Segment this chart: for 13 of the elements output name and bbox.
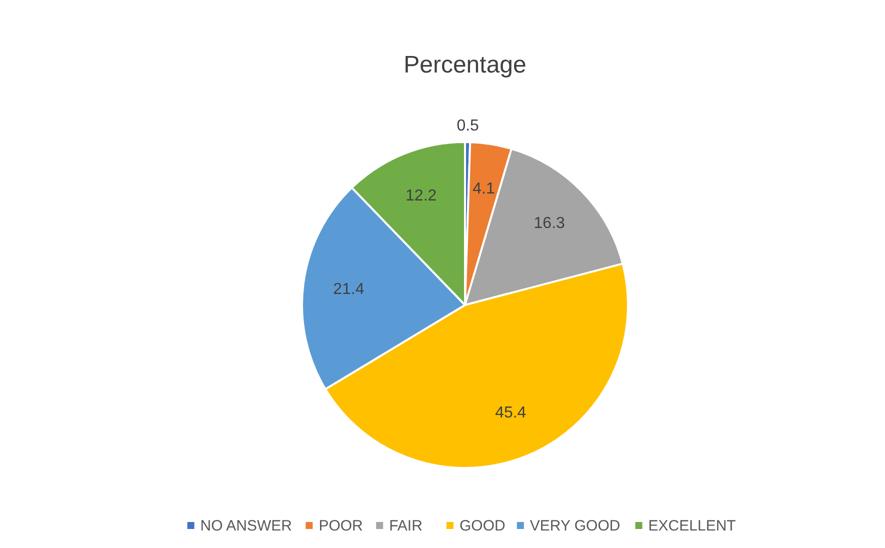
data-label: 12.2 bbox=[406, 188, 437, 205]
legend-label: FAIR bbox=[389, 518, 423, 534]
legend-label: EXCELLENT bbox=[648, 518, 736, 534]
legend-label: GOOD bbox=[460, 518, 506, 534]
legend-label: POOR bbox=[318, 518, 364, 534]
data-label: 16.3 bbox=[534, 214, 566, 232]
data-label: 0.5 bbox=[456, 118, 480, 135]
legend-label: VERY GOOD bbox=[530, 518, 620, 534]
data-label: 45.4 bbox=[495, 404, 526, 422]
legend-label: NO ANSWER bbox=[200, 518, 292, 534]
chart-title: Percentage bbox=[404, 52, 526, 78]
data-label: 21.4 bbox=[333, 281, 364, 298]
data-label: 4.1 bbox=[472, 180, 495, 198]
